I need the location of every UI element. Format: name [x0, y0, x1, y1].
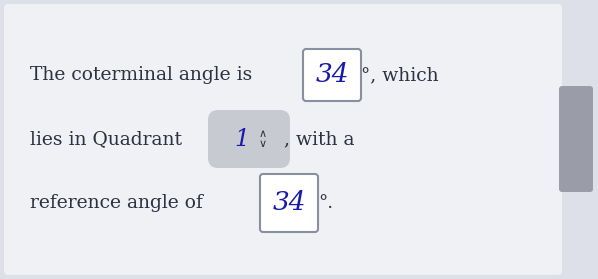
Text: °, which: °, which [361, 66, 438, 84]
FancyBboxPatch shape [4, 4, 562, 275]
Text: ∨: ∨ [258, 139, 267, 149]
Text: 34: 34 [272, 191, 306, 215]
Text: 1: 1 [234, 128, 249, 150]
Text: °.: °. [318, 194, 333, 212]
Text: ∧: ∧ [258, 129, 267, 139]
FancyBboxPatch shape [303, 49, 361, 101]
FancyBboxPatch shape [559, 86, 593, 192]
Text: lies in Quadrant: lies in Quadrant [30, 130, 188, 148]
FancyBboxPatch shape [208, 110, 290, 168]
Text: , with a: , with a [284, 130, 355, 148]
FancyBboxPatch shape [260, 174, 318, 232]
Text: reference angle of: reference angle of [30, 194, 209, 212]
Text: The coterminal angle is: The coterminal angle is [30, 66, 258, 84]
Text: 34: 34 [315, 62, 349, 88]
